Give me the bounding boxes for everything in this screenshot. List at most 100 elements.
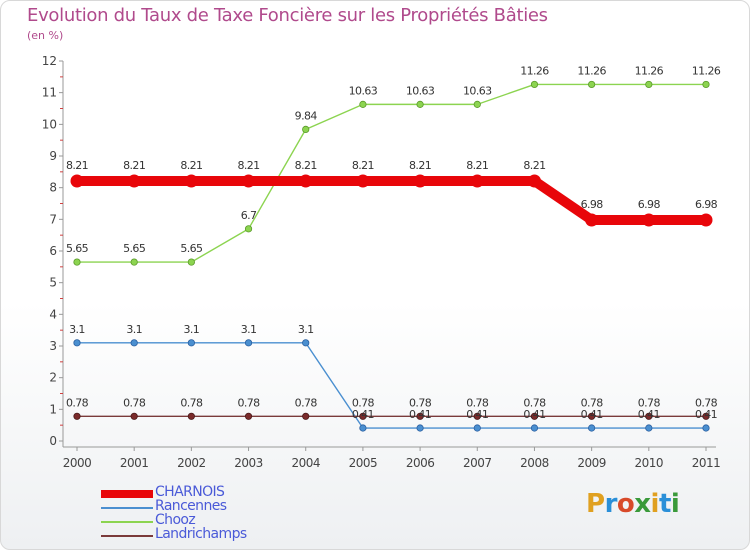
- data-label: 9.84: [295, 109, 318, 122]
- data-point: [702, 412, 710, 420]
- data-label: 11.26: [577, 64, 606, 77]
- data-label: 0.78: [695, 396, 718, 409]
- data-point: [302, 339, 310, 347]
- data-label: 5.65: [123, 242, 146, 255]
- data-point: [244, 412, 253, 420]
- data-point: [127, 174, 141, 188]
- series-line-rancennes: [76, 342, 707, 429]
- data-point: [588, 424, 596, 432]
- data-point: [184, 174, 198, 188]
- y-tick-label: 4: [49, 307, 57, 321]
- data-point: [702, 80, 710, 89]
- data-point: [359, 100, 367, 108]
- data-point: [530, 412, 539, 420]
- logo-letter: o: [616, 489, 635, 519]
- y-tick-label: 7: [49, 212, 57, 226]
- data-label: 0.41: [581, 408, 603, 421]
- proxiti-logo: Proxiti: [586, 489, 680, 519]
- legend-item-landrichamps: Landrichamps: [101, 526, 401, 542]
- data-point: [702, 424, 710, 432]
- legend-swatch-rancennes: [101, 507, 153, 509]
- x-tick-label: 2010: [635, 456, 664, 470]
- data-label: 10.63: [463, 84, 492, 97]
- logo-letter: x: [634, 489, 651, 519]
- data-label: 0.41: [695, 408, 717, 421]
- data-point: [187, 339, 195, 347]
- data-label: 5.65: [180, 242, 203, 255]
- data-point: [359, 412, 367, 420]
- data-point: [645, 80, 653, 89]
- data-label: 0.78: [237, 396, 260, 409]
- y-tick-label: 9: [49, 149, 57, 163]
- legend: CHARNOIS Rancennes Chooz Landrichamps: [101, 484, 401, 542]
- data-point: [416, 424, 424, 432]
- data-point: [299, 174, 313, 188]
- data-label: 0.41: [409, 408, 431, 421]
- data-label: 0.78: [123, 396, 146, 409]
- logo-letter: t: [658, 489, 671, 519]
- y-tick-label: 11: [42, 86, 57, 100]
- data-point: [130, 412, 138, 420]
- x-tick-label: 2009: [577, 456, 606, 470]
- data-point: [527, 174, 541, 188]
- data-point: [416, 412, 424, 420]
- data-point: [588, 412, 596, 420]
- data-label: 0.41: [523, 408, 545, 421]
- data-point: [130, 339, 138, 347]
- logo-letter: r: [604, 489, 618, 519]
- y-tick-label: 12: [42, 54, 57, 68]
- chart-subtitle: (en %): [27, 29, 64, 42]
- data-point: [473, 412, 481, 420]
- legend-swatch-charnois: [101, 490, 153, 498]
- data-label: 0.41: [352, 408, 374, 421]
- x-tick-label: 2002: [177, 456, 206, 470]
- legend-swatch-landrichamps: [101, 535, 153, 537]
- data-label: 8.21: [295, 159, 317, 172]
- data-point: [359, 424, 367, 432]
- data-point: [356, 174, 370, 188]
- data-label: 0.78: [295, 396, 318, 409]
- data-point: [302, 412, 310, 420]
- data-label: 8.21: [352, 159, 374, 172]
- x-tick-label: 2011: [692, 456, 721, 470]
- data-label: 11.26: [520, 64, 549, 77]
- y-tick-label: 3: [49, 339, 57, 353]
- y-tick-label: 10: [42, 117, 57, 131]
- data-label: 0.78: [466, 396, 489, 409]
- data-label: 0.78: [66, 396, 89, 409]
- y-tick-label: 1: [49, 402, 57, 416]
- data-point: [470, 174, 484, 188]
- data-label: 0.41: [466, 408, 488, 421]
- logo-letter: i: [670, 489, 680, 519]
- data-label: 0.78: [352, 396, 375, 409]
- data-label: 8.21: [409, 159, 431, 172]
- data-label: 8.21: [237, 159, 259, 172]
- data-label: 8.21: [66, 159, 88, 172]
- data-point: [645, 424, 653, 432]
- data-point: [244, 339, 253, 347]
- x-tick-label: 2007: [463, 456, 492, 470]
- data-point: [473, 100, 481, 108]
- legend-label-charnois: CHARNOIS: [155, 484, 225, 500]
- data-label: 11.26: [635, 64, 664, 77]
- data-label: 3.1: [126, 323, 142, 336]
- x-tick-label: 2003: [234, 456, 263, 470]
- legend-label-chooz: Chooz: [155, 512, 196, 528]
- data-label: 8.21: [123, 159, 145, 172]
- data-point: [585, 213, 599, 227]
- legend-label-rancennes: Rancennes: [155, 498, 227, 514]
- data-point: [73, 258, 81, 266]
- data-label: 8.21: [466, 159, 488, 172]
- data-label: 0.41: [638, 408, 660, 421]
- data-label: 0.78: [581, 396, 604, 409]
- x-tick-label: 2005: [349, 456, 378, 470]
- y-tick-label: 0: [49, 434, 57, 448]
- data-label: 8.21: [180, 159, 202, 172]
- y-tick-label: 8: [49, 181, 57, 195]
- data-label: 6.7: [241, 209, 257, 222]
- data-label: 6.98: [695, 198, 718, 211]
- series-line-charnois: [72, 176, 711, 225]
- data-point: [244, 225, 253, 233]
- data-point: [642, 213, 656, 227]
